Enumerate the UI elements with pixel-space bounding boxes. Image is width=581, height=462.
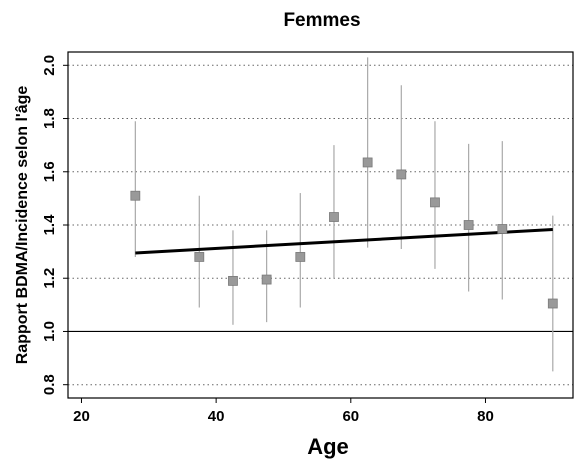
y-axis-label: Rapport BDMA/Incidence selon l'âge bbox=[14, 86, 31, 365]
x-axis-ticks: 20 40 60 80 bbox=[73, 398, 494, 425]
data-point-10 bbox=[497, 224, 508, 234]
trend-line bbox=[135, 228, 553, 255]
data-point-6 bbox=[362, 157, 373, 168]
data-point-2 bbox=[228, 275, 238, 286]
y-tick-label-2: 1.2 bbox=[41, 268, 58, 289]
data-point-9 bbox=[463, 220, 474, 230]
data-point-5 bbox=[329, 212, 339, 222]
x-tick-label-2: 60 bbox=[342, 408, 359, 425]
y-tick-label-3: 1.4 bbox=[41, 214, 58, 236]
data-point-8 bbox=[430, 197, 440, 208]
x-tick-label-3: 80 bbox=[477, 408, 494, 425]
x-axis-label: Age bbox=[307, 434, 349, 459]
data-point-1 bbox=[194, 252, 205, 262]
data-point-4 bbox=[295, 252, 306, 262]
y-tick-label-4: 1.6 bbox=[41, 161, 58, 182]
data-point-7 bbox=[396, 169, 407, 180]
data-point-3 bbox=[261, 274, 272, 285]
data-point-0 bbox=[130, 190, 141, 201]
y-axis-ticks: 0.8 1.0 1.2 1.4 1.6 1.8 2.0 bbox=[41, 55, 68, 395]
data-point-11 bbox=[547, 298, 558, 309]
error-bars bbox=[134, 57, 554, 372]
y-tick-label-1: 1.0 bbox=[41, 321, 58, 342]
x-tick-label-0: 20 bbox=[73, 408, 90, 425]
chart-title: Femmes bbox=[283, 10, 360, 31]
y-tick-label-5: 1.8 bbox=[41, 108, 58, 129]
trend-line-path bbox=[135, 228, 553, 255]
y-tick-label-6: 2.0 bbox=[41, 55, 58, 76]
y-tick-label-0: 0.8 bbox=[41, 374, 58, 395]
x-tick-label-1: 40 bbox=[208, 408, 225, 425]
data-points bbox=[130, 157, 558, 309]
grid bbox=[68, 64, 573, 386]
